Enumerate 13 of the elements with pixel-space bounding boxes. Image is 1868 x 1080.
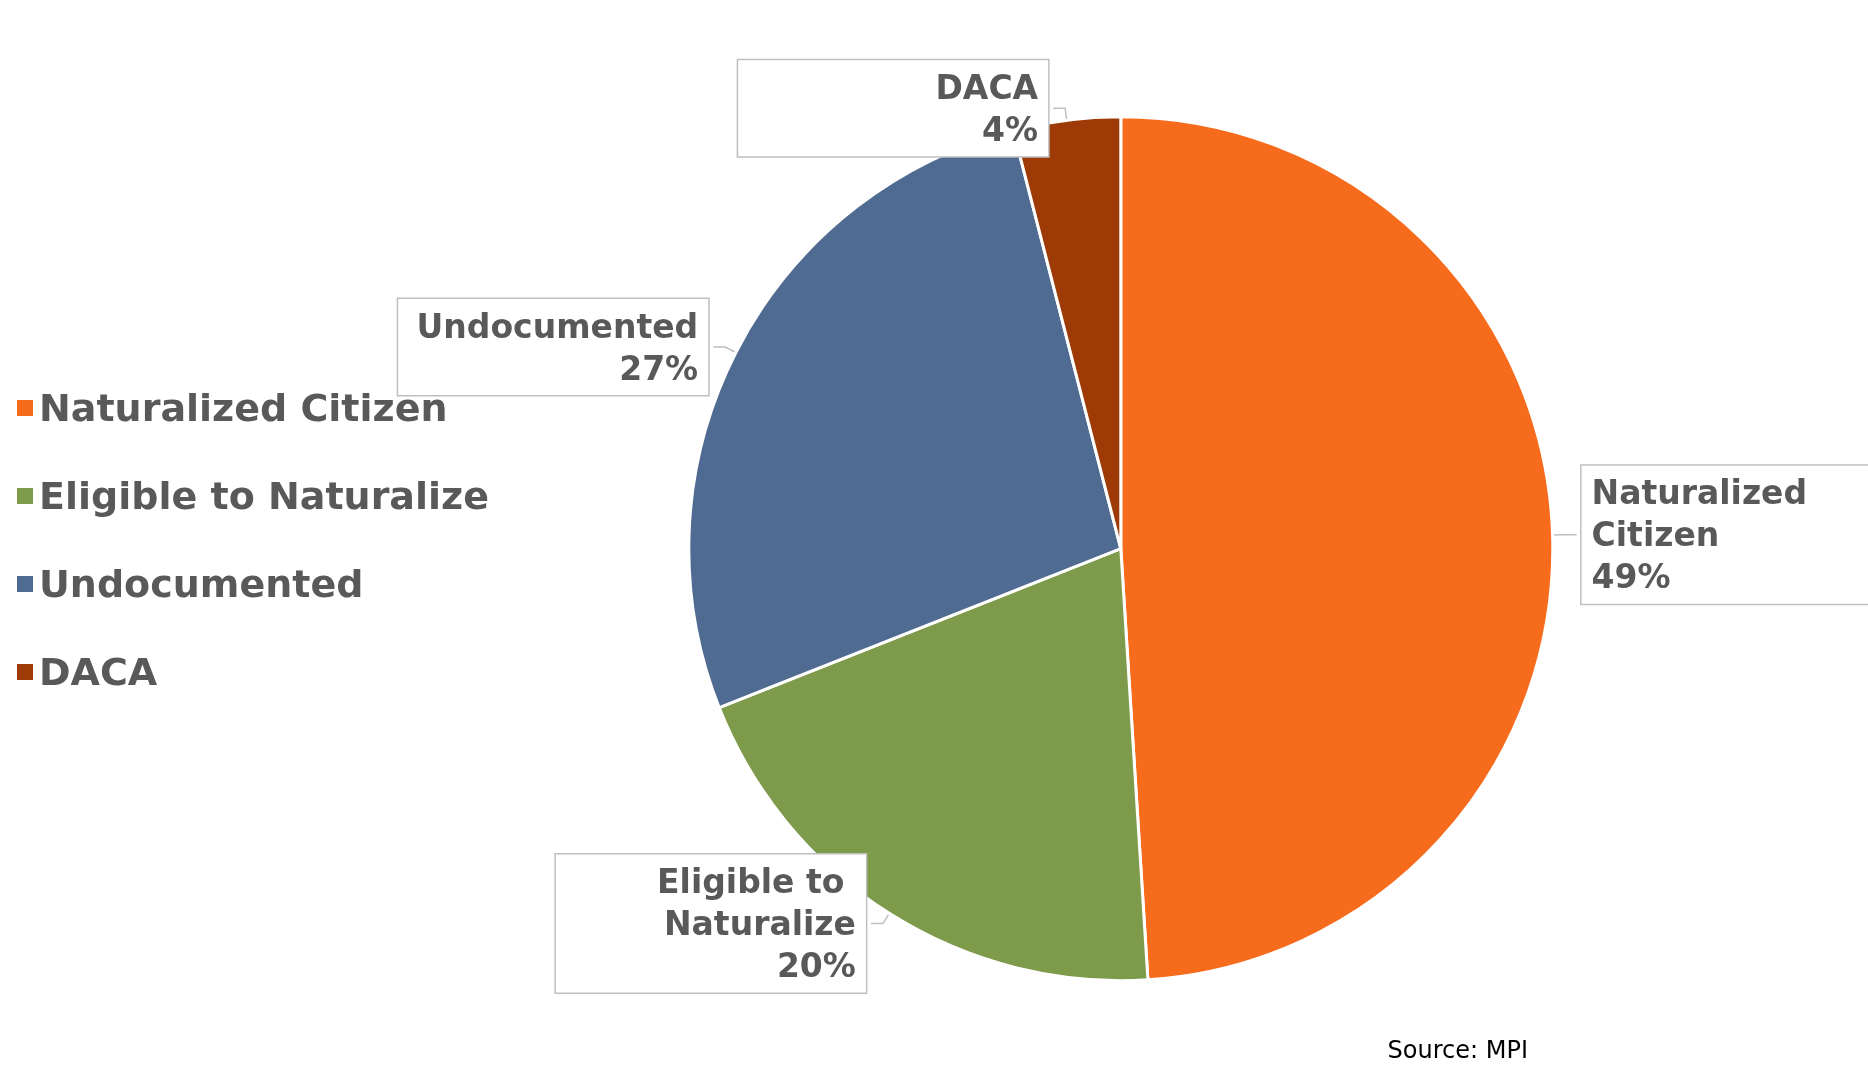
data-label: 4% (982, 109, 1039, 149)
slice-label: Naturalized Citizen (1591, 473, 1819, 555)
legend-label: Naturalized Citizen (39, 386, 448, 430)
source-note: Source: MPI (1387, 1036, 1528, 1064)
data-label: 20% (776, 946, 856, 986)
slice-label: Undocumented (416, 306, 699, 346)
data-label: 27% (619, 348, 699, 388)
legend-label: Undocumented (39, 562, 364, 606)
slice-label: Eligible to Naturalize (657, 862, 856, 944)
legend-label: DACA (39, 650, 158, 694)
legend-label: Eligible to Naturalize (39, 474, 489, 518)
data-label: 49% (1591, 557, 1671, 597)
slice-label: DACA (935, 67, 1039, 107)
